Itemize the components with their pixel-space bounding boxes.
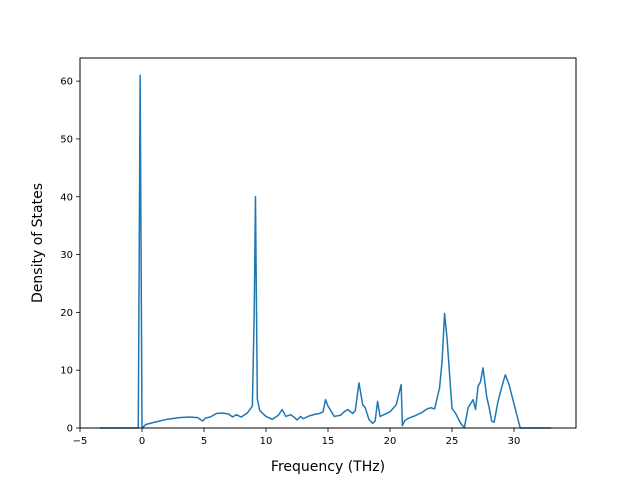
x-tick-label: 0 xyxy=(139,436,145,447)
x-tick-label: 10 xyxy=(260,436,273,447)
y-tick-label: 0 xyxy=(67,424,73,435)
y-axis-ticks: 0 10 20 30 40 50 60 xyxy=(60,77,80,435)
x-tick-label: 25 xyxy=(446,436,459,447)
y-tick-label: 10 xyxy=(60,366,73,377)
y-tick-label: 50 xyxy=(60,134,73,145)
series-line-0 xyxy=(99,74,552,429)
plot-frame xyxy=(79,57,577,429)
y-tick-label: 20 xyxy=(60,308,73,319)
x-tick-label: −5 xyxy=(73,436,88,447)
x-tick-label: 30 xyxy=(508,436,521,447)
y-tick-label: 60 xyxy=(60,77,73,88)
y-axis-label: Density of States xyxy=(30,183,46,303)
series-layer xyxy=(99,74,552,429)
x-tick-label: 20 xyxy=(384,436,397,447)
x-axis-label: Frequency (THz) xyxy=(271,459,385,475)
y-tick-label: 30 xyxy=(60,250,73,261)
x-axis-ticks: −5 0 5 10 15 20 25 30 xyxy=(73,428,521,447)
plot-area xyxy=(80,58,576,428)
y-tick-label: 40 xyxy=(60,192,73,203)
x-tick-label: 15 xyxy=(322,436,335,447)
x-tick-label: 5 xyxy=(201,436,207,447)
